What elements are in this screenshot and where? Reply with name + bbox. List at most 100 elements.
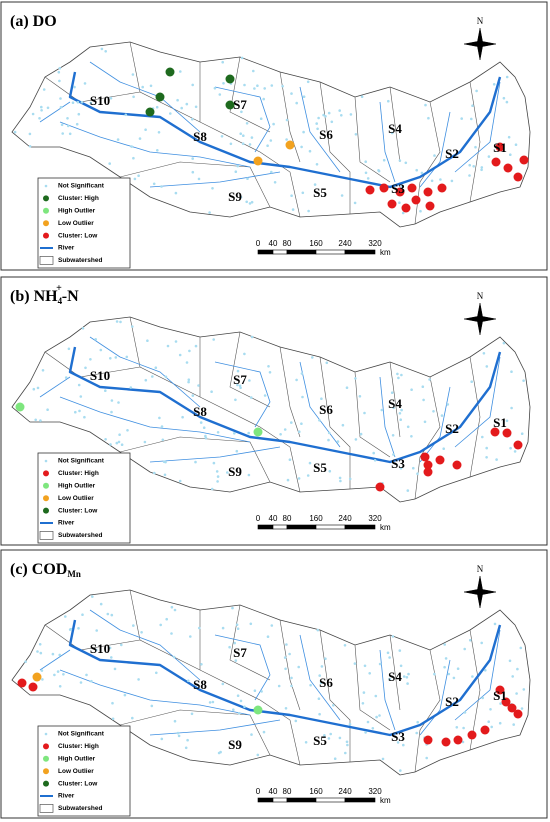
cluster-site (285, 140, 295, 150)
monitoring-site (197, 384, 200, 387)
monitoring-site (472, 165, 476, 168)
monitoring-site (338, 476, 342, 480)
cluster-site (225, 100, 235, 110)
monitoring-site (140, 631, 143, 634)
monitoring-site (215, 470, 219, 473)
monitoring-site (354, 377, 357, 380)
monitoring-site (39, 651, 43, 655)
monitoring-site (123, 693, 127, 697)
monitoring-site (281, 84, 284, 88)
scale-segment (286, 524, 317, 530)
monitoring-site (267, 365, 270, 368)
scale-label: 40 (269, 514, 278, 523)
monitoring-site (396, 741, 400, 744)
monitoring-site (194, 105, 198, 109)
monitoring-site (118, 433, 121, 436)
monitoring-site (191, 394, 195, 397)
monitoring-site (495, 458, 498, 461)
subwatershed-label: S5 (313, 733, 327, 748)
monitoring-site (485, 365, 489, 368)
monitoring-site (340, 114, 343, 117)
monitoring-site (336, 440, 340, 443)
monitoring-site (339, 479, 342, 483)
monitoring-site (443, 665, 446, 669)
monitoring-site (423, 420, 427, 424)
monitoring-site (354, 133, 358, 136)
scale-label: 160 (309, 239, 323, 248)
monitoring-site (174, 191, 178, 195)
monitoring-site (95, 629, 98, 632)
monitoring-site (510, 370, 513, 373)
monitoring-site (509, 446, 512, 450)
monitoring-site (363, 411, 366, 415)
cluster-site (513, 440, 523, 450)
monitoring-site (77, 627, 80, 630)
scale-unit: km (380, 796, 391, 805)
legend-symbol (39, 804, 54, 813)
monitoring-site (511, 675, 514, 678)
monitoring-site (301, 191, 305, 195)
monitoring-site (277, 684, 281, 688)
cluster-site (253, 156, 263, 166)
monitoring-site (349, 113, 353, 116)
legend-label: Cluster: High (58, 470, 99, 477)
main-river (68, 346, 502, 464)
legend-symbol (43, 482, 49, 489)
monitoring-site (455, 726, 459, 729)
cluster-site (145, 107, 155, 117)
monitoring-site (188, 349, 191, 353)
subwatershed-label: S2 (445, 421, 459, 436)
monitoring-site (184, 746, 188, 750)
monitoring-site (443, 643, 447, 646)
monitoring-site (226, 471, 229, 474)
monitoring-site (216, 431, 220, 434)
monitoring-site (199, 421, 203, 424)
monitoring-site (233, 641, 236, 645)
legend-symbol (44, 732, 48, 736)
subwatershed-boundary (279, 71, 301, 163)
tributary (39, 101, 71, 123)
panel-border (0, 549, 548, 819)
monitoring-site (410, 435, 413, 438)
basin-outline (11, 316, 531, 503)
scale-segment (286, 249, 317, 255)
monitoring-site (166, 344, 170, 348)
legend-label: Low Outlier (58, 768, 94, 775)
legend-symbol (43, 755, 49, 762)
monitoring-site (273, 181, 277, 184)
legend-label: Subwatershed (58, 532, 102, 539)
monitoring-site (176, 731, 180, 735)
monitoring-site (239, 195, 243, 199)
cluster-site (453, 735, 463, 745)
monitoring-site (137, 678, 140, 681)
cluster-site (387, 199, 397, 209)
monitoring-site (366, 720, 370, 724)
monitoring-site (400, 408, 403, 412)
monitoring-site (248, 143, 252, 146)
subwatershed-boundary (229, 56, 271, 133)
monitoring-site (234, 398, 237, 402)
monitoring-site (399, 467, 403, 470)
monitoring-site (318, 712, 321, 716)
monitoring-site (364, 171, 368, 175)
title-sub: 4 (58, 296, 63, 306)
monitoring-site (471, 104, 474, 107)
legend-label: High Outlier (58, 756, 96, 763)
monitoring-site (420, 171, 424, 175)
monitoring-site (502, 341, 506, 345)
legend-symbol (43, 507, 49, 514)
monitoring-site (288, 458, 292, 461)
cluster-site (490, 427, 500, 437)
north-label: N (477, 291, 484, 301)
cluster-site (225, 74, 235, 84)
monitoring-site (516, 667, 519, 671)
monitoring-site (391, 434, 395, 437)
monitoring-site (380, 408, 384, 412)
monitoring-site (202, 426, 206, 429)
subwatershed-boundary (129, 316, 301, 493)
subwatershed-label: S10 (90, 641, 110, 656)
monitoring-site (57, 70, 61, 74)
tributary (59, 121, 251, 168)
monitoring-site (391, 635, 395, 638)
monitoring-site (238, 384, 242, 388)
